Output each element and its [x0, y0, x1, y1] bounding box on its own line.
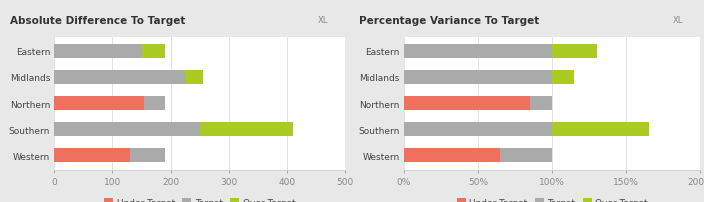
Bar	[404, 122, 552, 137]
Bar	[530, 96, 552, 111]
Text: XL: XL	[318, 16, 328, 25]
Bar	[142, 44, 165, 59]
Bar	[404, 70, 552, 85]
Bar	[404, 148, 501, 163]
Legend: Under Target, Target, Over Target: Under Target, Target, Over Target	[101, 194, 299, 202]
Bar	[185, 70, 203, 85]
Bar	[54, 148, 130, 163]
Bar	[54, 70, 185, 85]
Bar	[404, 44, 552, 59]
Bar	[54, 96, 144, 111]
Bar	[404, 96, 530, 111]
Bar	[200, 122, 293, 137]
Legend: Under Target, Target, Over Target: Under Target, Target, Over Target	[453, 194, 651, 202]
Bar	[54, 122, 200, 137]
Bar	[501, 148, 552, 163]
Bar	[54, 44, 142, 59]
Bar	[552, 122, 648, 137]
Bar	[144, 96, 165, 111]
Text: Absolute Difference To Target: Absolute Difference To Target	[11, 16, 186, 25]
Bar	[552, 44, 597, 59]
Bar	[130, 148, 165, 163]
Text: XL: XL	[673, 16, 683, 25]
Bar	[552, 70, 574, 85]
Text: Percentage Variance To Target: Percentage Variance To Target	[359, 16, 539, 25]
